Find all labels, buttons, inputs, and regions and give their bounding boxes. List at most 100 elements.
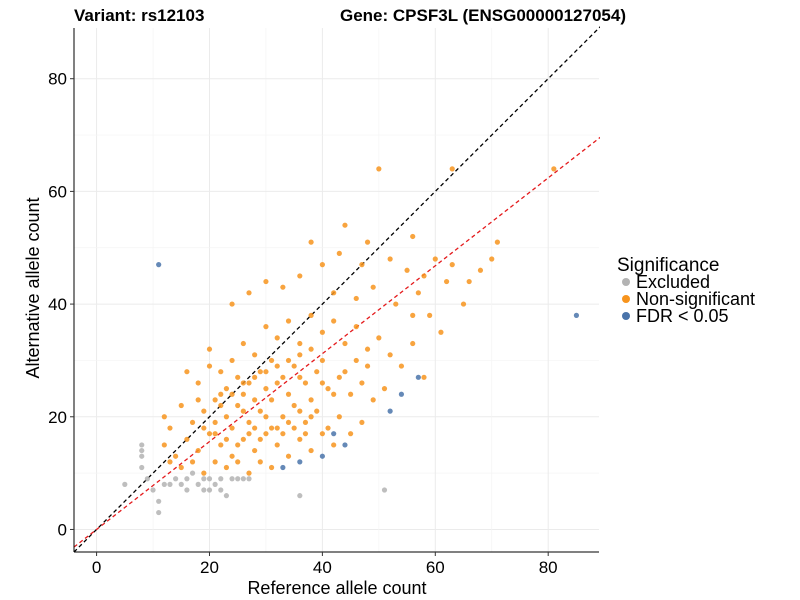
- point-non-significant: [161, 442, 167, 448]
- point-non-significant: [274, 335, 280, 341]
- point-non-significant: [387, 256, 393, 262]
- point-non-significant: [263, 431, 269, 437]
- point-non-significant: [353, 295, 359, 302]
- y-tick-label: 0: [58, 520, 67, 539]
- point-non-significant: [449, 262, 455, 268]
- point-fdr-0-05: [342, 442, 348, 448]
- point-non-significant: [257, 408, 263, 414]
- point-non-significant: [319, 380, 325, 386]
- point-non-significant: [229, 301, 235, 307]
- point-non-significant: [218, 369, 224, 375]
- point-non-significant: [223, 436, 230, 442]
- point-non-significant: [302, 431, 309, 437]
- point-non-significant: [161, 414, 167, 420]
- point-non-significant: [410, 340, 416, 347]
- point-non-significant: [274, 425, 280, 431]
- point-non-significant: [297, 436, 303, 442]
- point-non-significant: [331, 318, 337, 324]
- point-excluded: [235, 476, 241, 482]
- point-non-significant: [285, 391, 292, 397]
- legend-label: FDR < 0.05: [636, 306, 729, 326]
- point-non-significant: [359, 419, 365, 426]
- x-axis-title: Reference allele count: [247, 578, 426, 598]
- point-non-significant: [252, 374, 258, 380]
- point-non-significant: [393, 301, 399, 307]
- x-tick-label: 40: [313, 558, 332, 577]
- point-non-significant: [223, 386, 230, 392]
- point-fdr-0-05: [319, 453, 325, 459]
- point-non-significant: [308, 397, 314, 403]
- point-non-significant: [189, 459, 196, 465]
- point-non-significant: [173, 453, 179, 459]
- point-non-significant: [246, 419, 252, 426]
- point-non-significant: [319, 357, 325, 364]
- point-non-significant: [280, 431, 286, 437]
- point-excluded: [184, 476, 190, 482]
- axes: 0 20 40 60 80 0 20 40 60 80: [48, 28, 599, 577]
- point-non-significant: [421, 374, 427, 380]
- legend-key: [622, 295, 630, 303]
- point-non-significant: [359, 380, 365, 386]
- point-excluded: [144, 476, 150, 482]
- point-excluded: [150, 487, 156, 493]
- point-non-significant: [551, 166, 557, 172]
- point-non-significant: [212, 397, 218, 403]
- point-non-significant: [240, 340, 246, 347]
- y-tick-label: 40: [48, 295, 67, 314]
- point-fdr-0-05: [573, 312, 580, 318]
- legend: Significance ExcludedNon-significantFDR …: [617, 255, 755, 326]
- point-non-significant: [223, 464, 230, 471]
- chart-title-gene: Gene: CPSF3L (ENSG00000127054): [340, 6, 626, 25]
- point-non-significant: [195, 447, 201, 454]
- point-fdr-0-05: [331, 431, 337, 437]
- point-non-significant: [195, 397, 201, 403]
- x-tick-label: 0: [92, 558, 101, 577]
- point-non-significant: [212, 431, 218, 437]
- point-non-significant: [240, 436, 246, 442]
- point-non-significant: [297, 374, 303, 380]
- point-excluded: [178, 481, 184, 487]
- reference-line-identity: [74, 26, 600, 552]
- x-tick-label: 60: [426, 558, 445, 577]
- point-non-significant: [263, 386, 269, 392]
- point-non-significant: [325, 386, 331, 392]
- point-excluded: [206, 476, 213, 482]
- point-fdr-0-05: [387, 408, 393, 414]
- point-non-significant: [302, 380, 309, 386]
- legend-key: [622, 278, 630, 286]
- point-non-significant: [218, 402, 224, 409]
- point-non-significant: [195, 380, 201, 386]
- point-non-significant: [353, 324, 359, 330]
- point-non-significant: [206, 431, 213, 437]
- point-non-significant: [291, 363, 297, 369]
- point-non-significant: [229, 357, 235, 364]
- point-non-significant: [235, 442, 241, 448]
- point-non-significant: [438, 329, 444, 335]
- point-non-significant: [449, 166, 455, 172]
- point-non-significant: [268, 357, 275, 364]
- point-non-significant: [410, 312, 416, 318]
- point-non-significant: [257, 369, 263, 375]
- point-excluded: [122, 481, 128, 487]
- point-non-significant: [410, 233, 416, 240]
- point-non-significant: [268, 397, 275, 403]
- point-non-significant: [342, 222, 348, 228]
- point-non-significant: [297, 352, 303, 358]
- point-non-significant: [364, 346, 371, 352]
- y-tick-label: 80: [48, 70, 67, 89]
- point-non-significant: [477, 267, 484, 273]
- point-non-significant: [252, 425, 258, 431]
- y-tick-label: 20: [48, 408, 67, 427]
- point-non-significant: [189, 419, 196, 426]
- point-non-significant: [336, 250, 342, 256]
- point-excluded: [240, 476, 246, 482]
- point-non-significant: [229, 425, 235, 431]
- point-excluded: [184, 487, 190, 493]
- point-non-significant: [370, 397, 376, 403]
- point-non-significant: [212, 459, 218, 465]
- data-points: [122, 166, 580, 516]
- point-non-significant: [178, 464, 184, 471]
- point-non-significant: [229, 453, 235, 459]
- point-non-significant: [246, 380, 252, 386]
- point-non-significant: [308, 346, 314, 352]
